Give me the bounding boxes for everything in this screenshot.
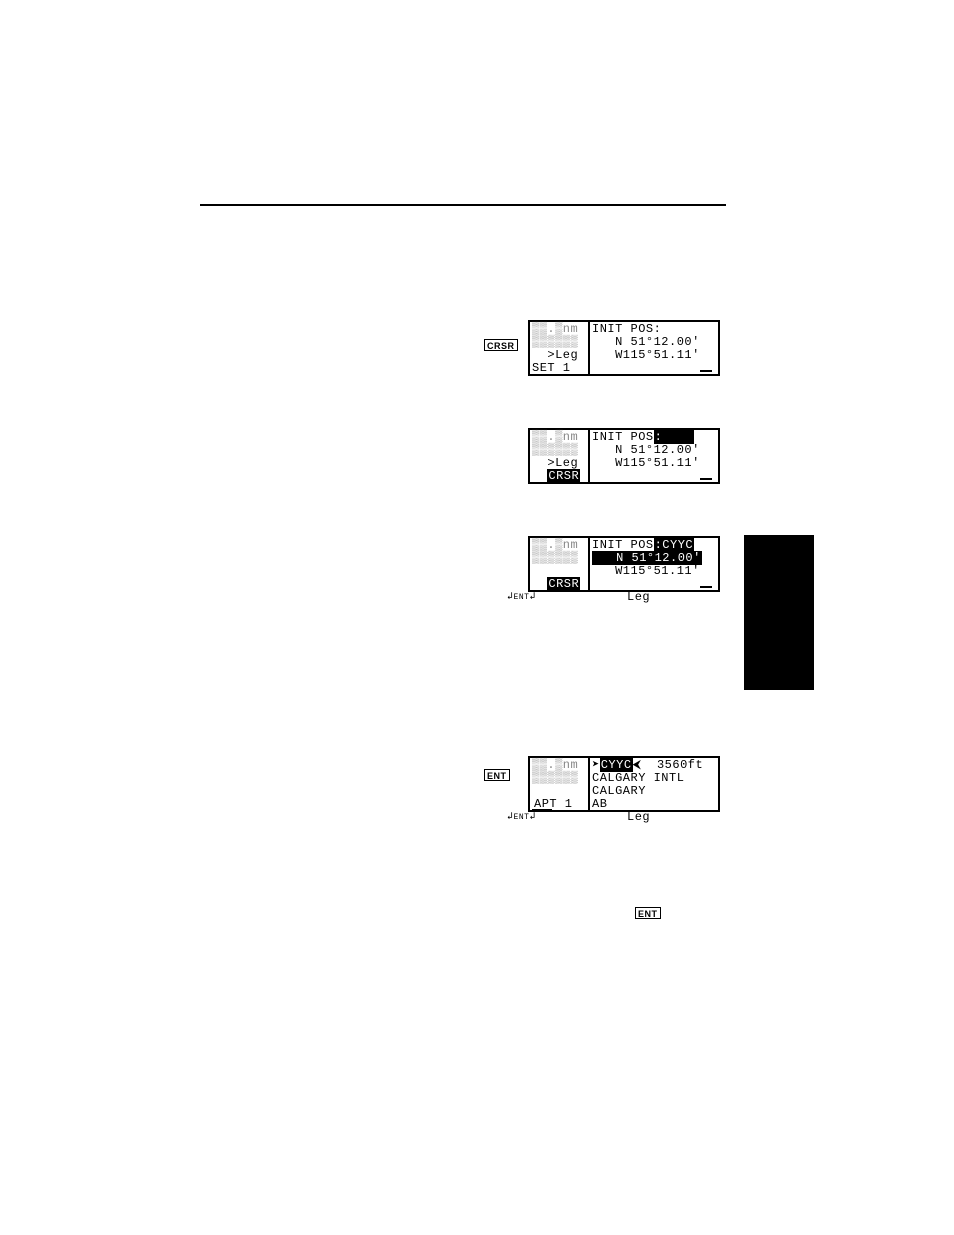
- lcd-left-panel: ▒▒.▒nm ▒▒▒▒▒▒ >Leg CRSR: [530, 430, 590, 482]
- cursor-underline-icon: [700, 370, 712, 372]
- cursor-underline-icon: [700, 586, 712, 588]
- lcd-line: AB: [592, 798, 716, 811]
- lcd-screen-1: ▒▒.▒nm ▒▒▒▒▒▒ >Leg SET 1 INIT POS: N 51°…: [528, 320, 720, 376]
- highlighted-field: :CYYC: [654, 538, 695, 552]
- horizontal-rule: [200, 204, 726, 206]
- ent-button[interactable]: ENT: [484, 769, 510, 781]
- lcd-screen-2: ▒▒.▒nm ▒▒▒▒▒▒ >Leg CRSR INIT POS: N 51°1…: [528, 428, 720, 484]
- crsr-button[interactable]: CRSR: [484, 339, 518, 351]
- ent-prompt-icon: ↲ENT↲: [507, 591, 536, 604]
- highlighted-field: CYYC: [600, 758, 633, 772]
- lcd-line: W115°51.11': [592, 565, 716, 578]
- lcd-left-panel: ▒▒.▒nm ▒▒▒▒▒▒ ↲ENT↲ Leg CRSR: [530, 538, 590, 590]
- lcd-right-panel: ➤CYYC⮜ 3560ft CALGARY INTL CALGARY AB: [590, 758, 718, 810]
- side-tab-black: [744, 535, 814, 690]
- lcd-line: SET 1: [532, 362, 586, 375]
- lcd-line: CALGARY: [592, 785, 716, 798]
- lcd-line: ↲ENT↲ Leg: [532, 785, 586, 798]
- lcd-screen-4: ▒▒.▒nm ▒▒▒▒▒▒ ↲ENT↲ Leg APT 1 ➤CYYC⮜ 356…: [528, 756, 720, 812]
- arrow-right-icon: ➤: [592, 758, 600, 772]
- lcd-right-panel: INIT POS:CYYC N 51°12.00' W115°51.11': [590, 538, 718, 590]
- highlighted-field: N 51°12.00': [592, 551, 702, 565]
- lcd-line: ▒▒▒▒▒▒: [532, 552, 586, 565]
- lcd-right-panel: INIT POS: N 51°12.00' W115°51.11': [590, 430, 718, 482]
- lcd-left-panel: ▒▒.▒nm ▒▒▒▒▒▒ ↲ENT↲ Leg APT 1: [530, 758, 590, 810]
- lcd-line: ▒▒▒▒▒▒: [532, 772, 586, 785]
- lcd-line: CRSR: [532, 470, 586, 483]
- crsr-indicator: CRSR: [547, 469, 580, 483]
- lcd-screen-3: ▒▒.▒nm ▒▒▒▒▒▒ ↲ENT↲ Leg CRSR INIT POS:CY…: [528, 536, 720, 592]
- lcd-right-panel: INIT POS: N 51°12.00' W115°51.11': [590, 322, 718, 374]
- lcd-left-panel: ▒▒.▒nm ▒▒▒▒▒▒ >Leg SET 1: [530, 322, 590, 374]
- lcd-line: W115°51.11': [592, 349, 716, 362]
- highlighted-field: :: [654, 430, 695, 444]
- manual-page: CRSR ENT ENT ▒▒.▒nm ▒▒▒▒▒▒ >Leg SET 1 IN…: [0, 0, 954, 1235]
- ent-button[interactable]: ENT: [635, 907, 661, 919]
- ent-prompt-icon: ↲ENT↲: [507, 811, 536, 824]
- lcd-line: W115°51.11': [592, 457, 716, 470]
- lcd-line: ↲ENT↲ Leg: [532, 565, 586, 578]
- cursor-underline-icon: [700, 478, 712, 480]
